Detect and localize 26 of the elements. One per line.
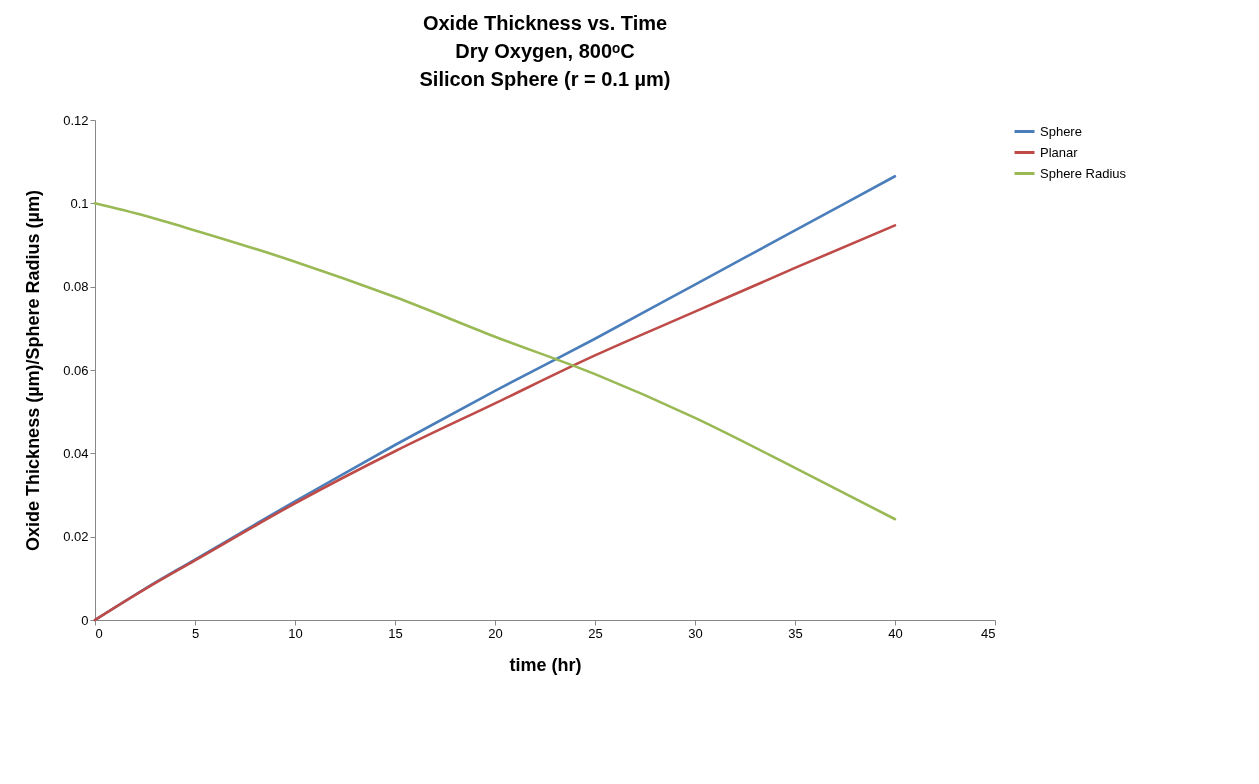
y-tick-label: 0: [81, 612, 89, 628]
legend-label: Planar: [1040, 144, 1079, 160]
x-tick-label: 45: [981, 625, 996, 641]
y-tick-label: 0.08: [63, 279, 89, 295]
x-tick-label: 30: [688, 625, 703, 641]
x-axis-title: time (hr): [509, 654, 582, 675]
line-series: [93, 202, 897, 521]
x-tick-label: 40: [888, 625, 903, 641]
x-tick-label: 5: [191, 625, 200, 641]
x-tick-label: 35: [788, 625, 803, 641]
y-tick-label: 0.04: [63, 445, 89, 461]
x-tick-label: 25: [588, 625, 603, 641]
x-tick-label: 10: [288, 625, 303, 641]
y-tick-label: 0.02: [63, 529, 89, 545]
y-tick-label: 0.1: [70, 195, 89, 211]
y-tick-label: 0.12: [63, 112, 89, 128]
text: Oxide Thickness vs. Time: [422, 12, 668, 34]
legend-label: Sphere Radius: [1040, 165, 1127, 181]
x-tick-label: 0: [95, 625, 103, 641]
y-axis-title: Oxide Thickness (µm)/Sphere Radius (µm): [23, 190, 44, 551]
text: Silicon Sphere (r = 0.1 µm): [419, 68, 671, 90]
y-tick-label: 0.06: [63, 362, 89, 378]
text: Dry Oxygen, 800ᵒC: [455, 40, 635, 62]
x-tick-label: 15: [388, 625, 403, 641]
legend-label: Sphere: [1040, 123, 1082, 139]
x-tick-label: 20: [488, 625, 503, 641]
